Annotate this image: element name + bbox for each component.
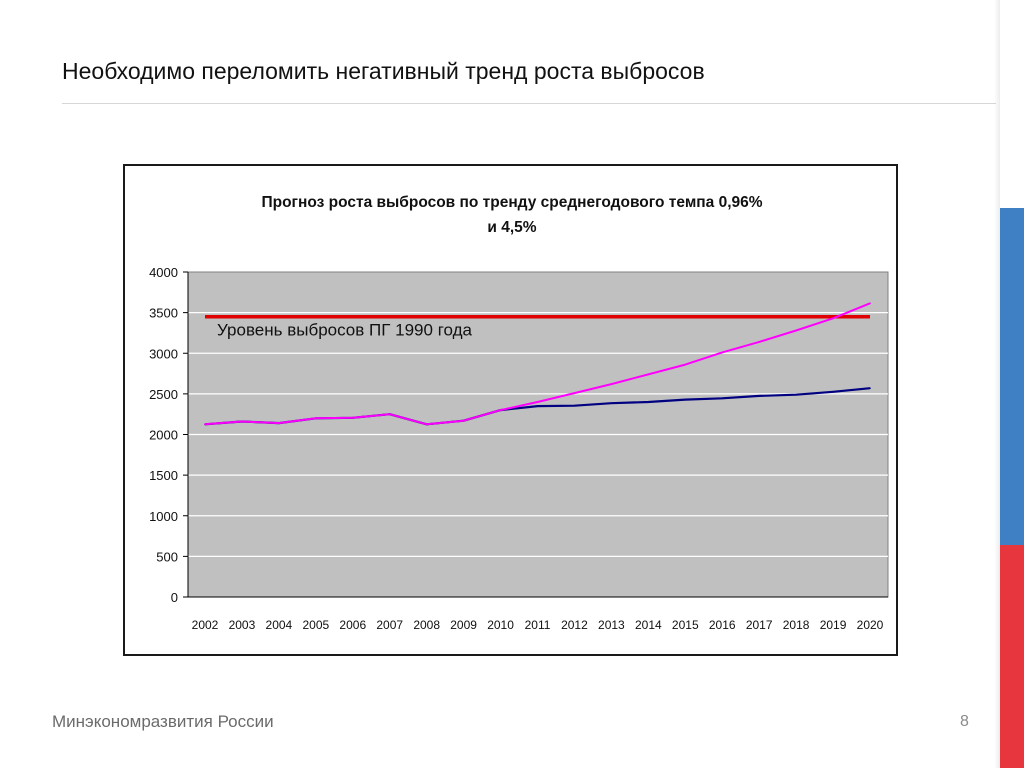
x-tick-label: 2008: [413, 618, 440, 632]
data-point: [462, 419, 465, 422]
data-point: [351, 417, 354, 419]
y-tick-label: 2000: [149, 428, 178, 443]
x-tick-label: 2018: [783, 618, 810, 632]
x-tick-label: 2006: [339, 618, 366, 632]
data-point: [758, 395, 760, 397]
y-tick-label: 4000: [149, 265, 178, 280]
y-tick-label: 500: [156, 549, 178, 564]
x-tick-label: 2020: [857, 618, 884, 632]
data-point: [869, 302, 871, 305]
data-point: [499, 409, 502, 411]
data-point: [610, 383, 613, 385]
data-point: [684, 398, 687, 401]
x-tick-label: 2002: [192, 618, 219, 632]
data-point: [758, 341, 760, 343]
x-tick-label: 2005: [302, 618, 329, 632]
page-number: 8: [960, 713, 969, 730]
data-point: [721, 351, 724, 354]
slide-title: Необходимо переломить негативный тренд р…: [62, 58, 705, 84]
x-tick-label: 2014: [635, 618, 662, 632]
x-tick-label: 2013: [598, 618, 625, 632]
x-tick-label: 2017: [746, 618, 773, 632]
x-tick-label: 2003: [229, 618, 256, 632]
x-tick-label: 2004: [266, 618, 293, 632]
x-tick-label: 2019: [820, 618, 847, 632]
data-point: [795, 393, 797, 396]
flag-shadow: [994, 0, 1000, 768]
y-tick-label: 3000: [149, 346, 178, 361]
data-point: [388, 413, 391, 415]
y-tick-label: 1500: [149, 468, 178, 483]
x-tick-label: 2015: [672, 618, 699, 632]
data-point: [795, 329, 797, 332]
data-point: [869, 387, 871, 389]
x-tick-label: 2010: [487, 618, 514, 632]
data-point: [315, 417, 317, 420]
footer-organization: Минэкономразвития России: [52, 712, 274, 731]
reference-line-label: Уровень выбросов ПГ 1990 года: [217, 321, 473, 340]
data-point: [536, 401, 539, 403]
x-tick-label: 2009: [450, 618, 477, 632]
x-tick-label: 2016: [709, 618, 736, 632]
y-tick-label: 3500: [149, 306, 178, 321]
x-tick-label: 2007: [376, 618, 403, 632]
data-point: [647, 373, 650, 376]
data-point: [647, 401, 650, 403]
data-point: [832, 317, 834, 320]
data-point: [573, 404, 576, 407]
x-tick-label: 2011: [525, 618, 551, 632]
chart-title: Прогноз роста выбросов по тренду среднег…: [150, 190, 874, 240]
chart-title-line-1: Прогноз роста выбросов по тренду среднег…: [261, 194, 763, 211]
data-point: [278, 422, 280, 424]
data-point: [241, 420, 243, 423]
data-point: [684, 363, 687, 366]
title-divider: [62, 103, 996, 104]
y-tick-label: 2500: [149, 387, 178, 402]
flag-blue-stripe: [1000, 0, 1024, 768]
data-point: [832, 391, 834, 393]
data-point: [536, 405, 539, 407]
data-point: [425, 423, 428, 426]
data-point: [573, 392, 576, 394]
data-point: [721, 397, 724, 400]
y-tick-label: 1000: [149, 509, 178, 524]
y-tick-label: 0: [171, 590, 178, 605]
data-point: [204, 423, 206, 426]
x-tick-label: 2012: [561, 618, 588, 632]
data-point: [610, 402, 613, 405]
chart-title-line-2: и 4,5%: [487, 219, 537, 236]
